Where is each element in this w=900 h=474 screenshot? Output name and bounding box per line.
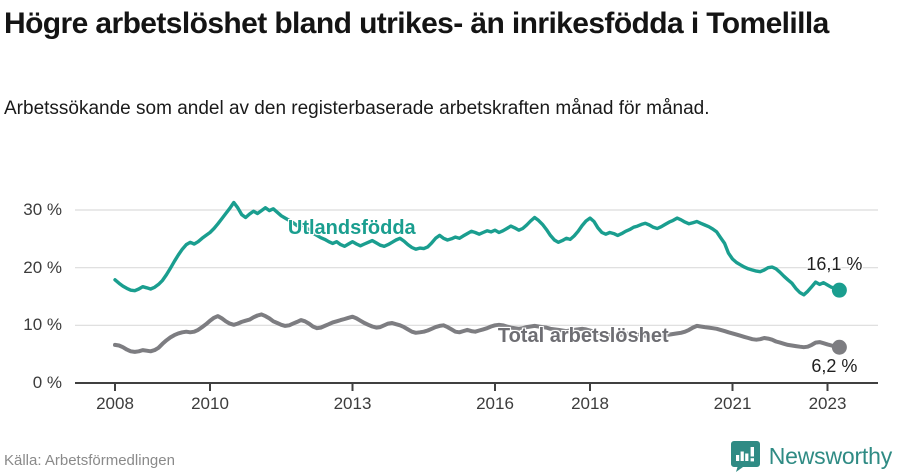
x-tick-label: 2010 — [191, 394, 229, 413]
page-title: Högre arbetslöshet bland utrikes- än inr… — [4, 7, 829, 40]
source-text: Källa: Arbetsförmedlingen — [4, 452, 175, 469]
series-line-1 — [113, 312, 842, 354]
series-name-label: Total arbetslöshet — [497, 324, 669, 347]
chart-series — [113, 200, 847, 355]
x-tick-label: 2018 — [571, 394, 609, 413]
series-end-dot-0 — [831, 282, 847, 298]
y-tick-label: 10 % — [23, 315, 62, 335]
series-name-label: Utlandsfödda — [287, 216, 416, 239]
newsworthy-logo-icon — [730, 441, 760, 472]
axis-ticks — [114, 383, 829, 391]
x-tick-label: 2013 — [333, 394, 372, 413]
y-tick-label: 0 % — [32, 373, 62, 392]
x-tick-label: 2021 — [713, 394, 752, 413]
series-end-dot-1 — [831, 339, 847, 355]
end-value-label: 16,1 % — [806, 254, 863, 275]
x-tick-label: 2016 — [476, 394, 514, 413]
end-value-label: 6,2 % — [811, 356, 858, 377]
chart-subtitle: Arbetssökande som andel av den registerb… — [4, 98, 710, 119]
gridlines — [75, 209, 878, 384]
y-tick-label: 30 % — [23, 199, 62, 219]
newsworthy-brand: Newsworthy — [730, 440, 892, 473]
x-tick-label: 2008 — [96, 394, 134, 413]
x-tick-label: 2023 — [808, 394, 847, 413]
series-line-0 — [113, 200, 842, 297]
y-tick-label: 20 % — [23, 257, 62, 277]
newsworthy-wordmark: Newsworthy — [768, 443, 892, 469]
